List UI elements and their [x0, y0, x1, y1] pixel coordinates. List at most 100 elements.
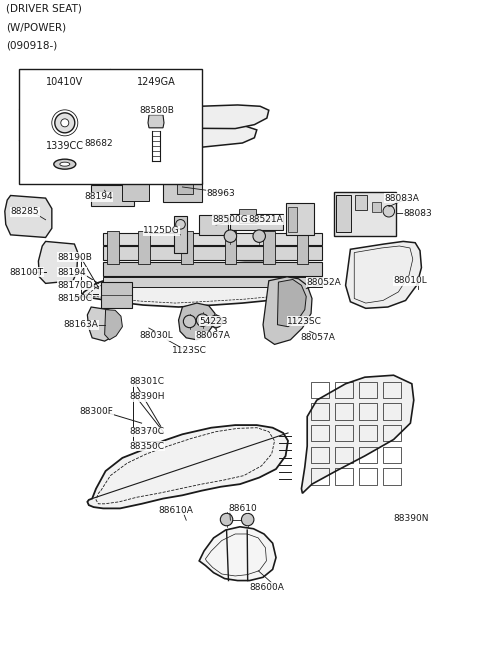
- Bar: [359, 425, 377, 441]
- Text: 1123SC: 1123SC: [172, 346, 207, 356]
- Circle shape: [176, 220, 185, 229]
- Bar: [359, 382, 377, 398]
- Circle shape: [225, 516, 232, 524]
- Polygon shape: [70, 126, 257, 148]
- Polygon shape: [199, 527, 276, 581]
- Polygon shape: [114, 110, 124, 130]
- Circle shape: [55, 113, 75, 133]
- Text: 10410V: 10410V: [46, 77, 84, 87]
- Text: 88163A: 88163A: [64, 320, 99, 329]
- Text: 88610: 88610: [228, 504, 257, 513]
- Bar: [177, 180, 193, 194]
- Text: 1125DG: 1125DG: [143, 226, 180, 236]
- Bar: [335, 425, 353, 441]
- Circle shape: [224, 230, 237, 243]
- Circle shape: [61, 119, 69, 127]
- Text: 88350C: 88350C: [130, 441, 165, 451]
- Bar: [286, 203, 314, 235]
- Bar: [335, 403, 353, 420]
- Circle shape: [183, 315, 196, 328]
- Text: 88301C: 88301C: [130, 377, 165, 386]
- Text: 88300F: 88300F: [79, 407, 113, 417]
- Text: 88370C: 88370C: [130, 427, 165, 436]
- Bar: [311, 382, 329, 398]
- Circle shape: [253, 230, 265, 243]
- Circle shape: [210, 315, 222, 328]
- Text: 88600A: 88600A: [250, 583, 285, 592]
- Bar: [383, 403, 401, 420]
- Polygon shape: [5, 195, 52, 237]
- Bar: [336, 195, 351, 232]
- Circle shape: [241, 513, 254, 526]
- Ellipse shape: [54, 159, 76, 169]
- Bar: [383, 447, 401, 463]
- Bar: [335, 468, 353, 485]
- Circle shape: [243, 516, 251, 524]
- Text: 54223: 54223: [199, 317, 228, 326]
- Bar: [311, 447, 329, 463]
- Polygon shape: [301, 375, 414, 493]
- Text: 88170D: 88170D: [58, 281, 93, 290]
- Text: 88057A: 88057A: [300, 333, 335, 342]
- Text: 88190B: 88190B: [58, 253, 93, 262]
- Bar: [122, 182, 149, 201]
- Text: 88083: 88083: [403, 209, 432, 218]
- Bar: [383, 382, 401, 398]
- Polygon shape: [346, 241, 421, 308]
- Bar: [91, 185, 134, 206]
- Bar: [383, 425, 401, 441]
- Polygon shape: [263, 277, 312, 344]
- Text: 88285: 88285: [11, 207, 39, 216]
- Text: 88194: 88194: [58, 268, 86, 277]
- Bar: [288, 207, 297, 232]
- Text: 1339CC: 1339CC: [46, 141, 84, 151]
- Circle shape: [196, 314, 209, 327]
- Text: 88067A: 88067A: [196, 331, 231, 340]
- Text: 88500G: 88500G: [212, 215, 248, 224]
- Bar: [230, 214, 283, 230]
- Bar: [199, 215, 228, 235]
- Text: 88963: 88963: [206, 189, 235, 198]
- Bar: [383, 468, 401, 485]
- Text: (DRIVER SEAT): (DRIVER SEAT): [6, 4, 82, 14]
- Bar: [19, 69, 202, 184]
- Circle shape: [383, 205, 395, 217]
- Bar: [263, 231, 275, 264]
- Text: 88521A: 88521A: [249, 215, 283, 224]
- Text: 88194: 88194: [84, 192, 113, 201]
- Text: 88010L: 88010L: [394, 276, 427, 285]
- Bar: [138, 231, 150, 264]
- Circle shape: [220, 513, 233, 526]
- Text: 1249GA: 1249GA: [137, 77, 175, 87]
- Bar: [297, 231, 308, 264]
- Polygon shape: [277, 279, 306, 327]
- Text: 88610A: 88610A: [158, 506, 193, 515]
- Bar: [239, 209, 256, 223]
- Text: 88030L: 88030L: [139, 331, 173, 340]
- Bar: [174, 216, 187, 253]
- Bar: [103, 277, 322, 287]
- Ellipse shape: [60, 162, 70, 166]
- Polygon shape: [105, 310, 122, 340]
- Bar: [103, 262, 322, 276]
- Text: 88150C: 88150C: [58, 294, 93, 303]
- Text: 88682: 88682: [84, 138, 113, 148]
- Bar: [311, 425, 329, 441]
- Text: 88052A: 88052A: [306, 277, 341, 287]
- Polygon shape: [148, 115, 164, 128]
- Bar: [335, 382, 353, 398]
- Bar: [311, 403, 329, 420]
- Polygon shape: [87, 425, 288, 508]
- Bar: [107, 231, 119, 264]
- Bar: [355, 195, 367, 210]
- Polygon shape: [114, 105, 269, 129]
- Bar: [311, 468, 329, 485]
- Bar: [103, 233, 322, 245]
- Text: (090918-): (090918-): [6, 41, 57, 51]
- Bar: [359, 468, 377, 485]
- Text: 88100T: 88100T: [10, 268, 44, 277]
- Polygon shape: [74, 262, 306, 307]
- Bar: [334, 192, 396, 236]
- Text: 88390N: 88390N: [394, 514, 429, 523]
- Bar: [101, 282, 132, 308]
